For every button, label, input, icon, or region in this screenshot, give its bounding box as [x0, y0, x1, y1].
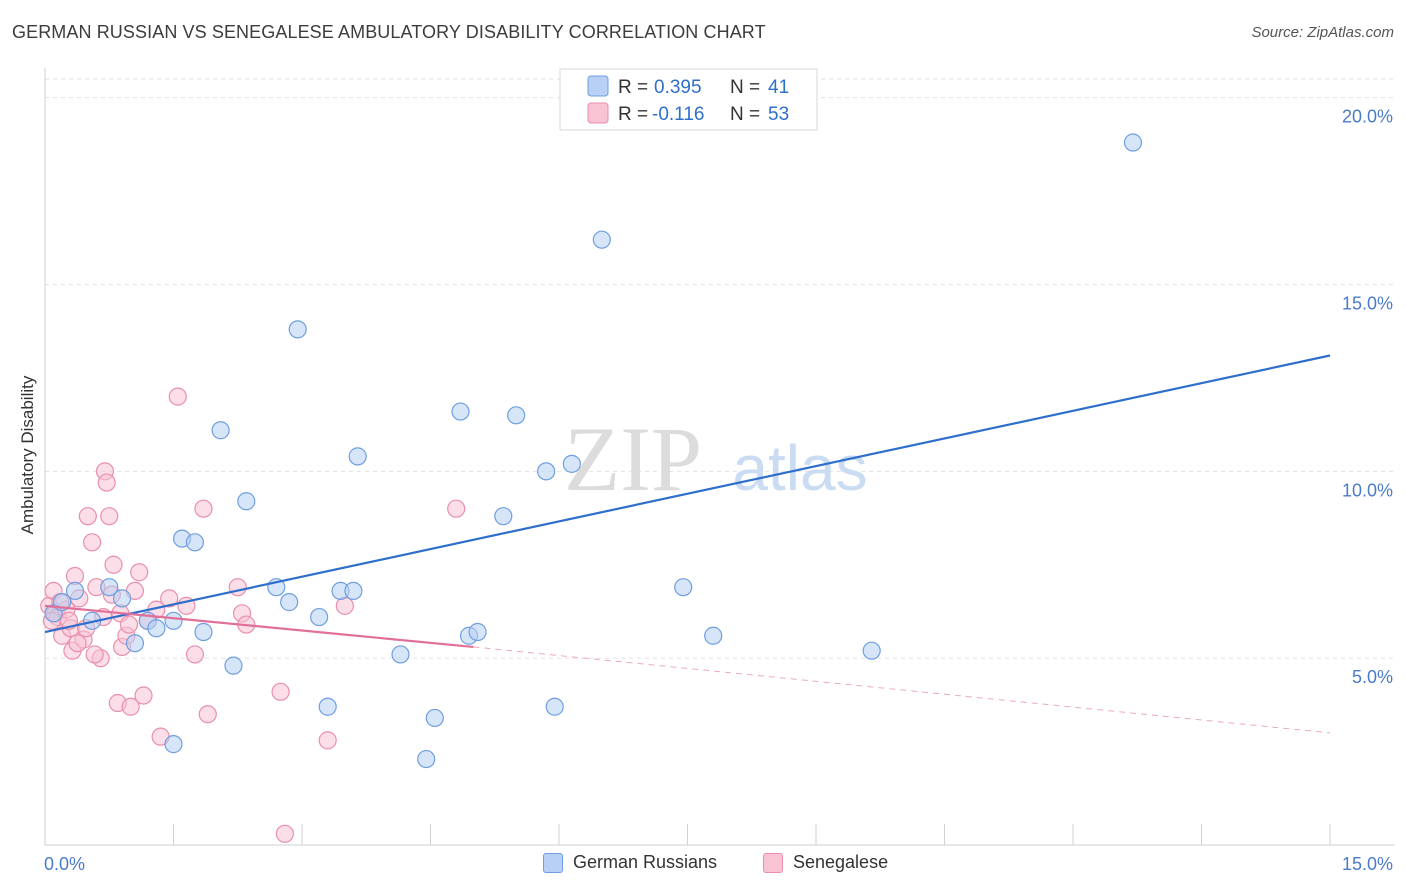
senegalese-point-40: [318, 731, 337, 750]
trend-line-senegalese: [44, 604, 474, 649]
senegalese-point-34: [198, 705, 217, 724]
bottom-legend-senegalese: Senegalese: [763, 852, 888, 873]
german-russians-point-17: [280, 593, 299, 612]
german-russians-points: [44, 133, 1143, 769]
legend-n-label-1: N =: [730, 77, 760, 98]
y-tick-label-3: 20.0%: [1342, 107, 1393, 127]
legend-r-value-2: -0.116: [652, 104, 704, 125]
german-russians-point-31: [507, 406, 526, 425]
bottom-legend-label-german-russians: German Russians: [573, 852, 718, 872]
senegalese-point-24: [130, 563, 149, 582]
legend-box: R = 0.395 N = 41 R = -0.116 N = 53: [559, 68, 818, 131]
german-russians-point-36: [674, 578, 693, 597]
bottom-legend-swatch-blue: [543, 852, 563, 873]
german-russians-point-14: [224, 656, 243, 675]
legend-swatch-senegalese: [587, 102, 609, 124]
trend-lines: [44, 354, 1331, 734]
grid-lines: [45, 78, 1395, 659]
y-tick-label-1: 10.0%: [1342, 480, 1393, 500]
german-russians-point-32: [537, 462, 556, 481]
senegalese-point-48: [85, 645, 104, 664]
senegalese-point-17: [100, 507, 119, 526]
legend-r-value-1: 0.395: [654, 77, 702, 98]
german-russians-point-24: [391, 645, 410, 664]
german-russians-point-6: [125, 634, 145, 653]
senegalese-point-25: [134, 686, 153, 705]
german-russians-point-33: [545, 697, 564, 716]
german-russians-point-4: [100, 578, 119, 597]
german-russians-point-15: [237, 492, 256, 511]
senegalese-point-22: [121, 697, 140, 716]
senegalese-point-32: [185, 645, 205, 664]
senegalese-points: [40, 387, 466, 843]
trend-line-senegalese-extension: [473, 646, 1331, 734]
legend-n-label-2: N =: [730, 104, 760, 125]
senegalese-point-38: [271, 682, 290, 701]
senegalese-point-42: [447, 499, 466, 518]
german-russians-point-34: [562, 454, 581, 473]
y-tick-label-0: 5.0%: [1352, 667, 1393, 687]
german-russians-point-22: [344, 581, 363, 601]
x-tick-label-0: 0.0%: [44, 854, 85, 874]
german-russians-point-20: [318, 697, 337, 716]
legend-n-value-1: 41: [768, 77, 789, 98]
senegalese-point-39: [275, 824, 294, 843]
bottom-legend: German Russians Senegalese: [0, 852, 1406, 878]
german-russians-point-9: [164, 735, 183, 754]
senegalese-point-52: [119, 615, 139, 634]
german-russians-point-5: [112, 589, 132, 608]
german-russians-point-37: [704, 626, 723, 645]
senegalese-point-11: [78, 507, 97, 526]
german-russians-point-23: [348, 447, 367, 466]
senegalese-point-29: [160, 589, 179, 608]
german-russians-point-25: [417, 749, 436, 769]
source-label: Source: ZipAtlas.com: [1251, 24, 1394, 41]
senegalese-point-35: [228, 578, 247, 597]
bottom-legend-german-russians: German Russians: [543, 852, 717, 873]
watermark-atlas: atlas: [732, 432, 867, 504]
tick-labels: 5.0% 10.0% 15.0% 20.0% 0.0% 15.0%: [44, 107, 1393, 874]
german-russians-point-35: [592, 230, 611, 249]
german-russians-point-26: [425, 708, 444, 728]
chart-title: GERMAN RUSSIAN VS SENEGALESE AMBULATORY …: [12, 22, 766, 42]
senegalese-point-41: [335, 596, 354, 615]
watermark: ZIP atlas: [564, 408, 868, 510]
german-russians-point-11: [185, 533, 205, 552]
senegalese-point-46: [68, 634, 87, 653]
legend-swatch-german-russians: [587, 75, 609, 97]
legend-r-label-2: R =: [618, 104, 648, 125]
german-russians-point-29: [468, 622, 487, 642]
senegalese-point-33: [194, 499, 213, 518]
bottom-legend-swatch-pink: [763, 852, 783, 873]
german-russians-point-2: [65, 581, 85, 601]
trend-line-german-russians: [44, 354, 1331, 634]
x-tick-label-1: 15.0%: [1342, 854, 1393, 874]
german-russians-point-13: [211, 421, 230, 440]
german-russians-point-12: [194, 622, 213, 642]
german-russians-point-38: [862, 641, 881, 660]
senegalese-point-16: [97, 473, 116, 492]
german-russians-point-30: [494, 507, 513, 526]
senegalese-point-12: [83, 533, 102, 552]
german-russians-point-40: [164, 611, 183, 630]
senegalese-point-18: [104, 555, 123, 574]
senegalese-point-30: [168, 387, 187, 406]
y-tick-label-2: 15.0%: [1342, 294, 1393, 314]
legend-n-value-2: 53: [768, 104, 789, 125]
german-russians-point-27: [451, 402, 470, 421]
german-russians-point-18: [288, 320, 307, 339]
bottom-legend-label-senegalese: Senegalese: [793, 852, 889, 872]
legend-r-label-1: R =: [618, 77, 648, 98]
axes: [44, 68, 1395, 846]
german-russians-point-19: [310, 607, 329, 627]
german-russians-point-39: [1123, 133, 1143, 152]
german-russians-point-8: [147, 619, 166, 638]
watermark-zip: ZIP: [564, 408, 702, 510]
